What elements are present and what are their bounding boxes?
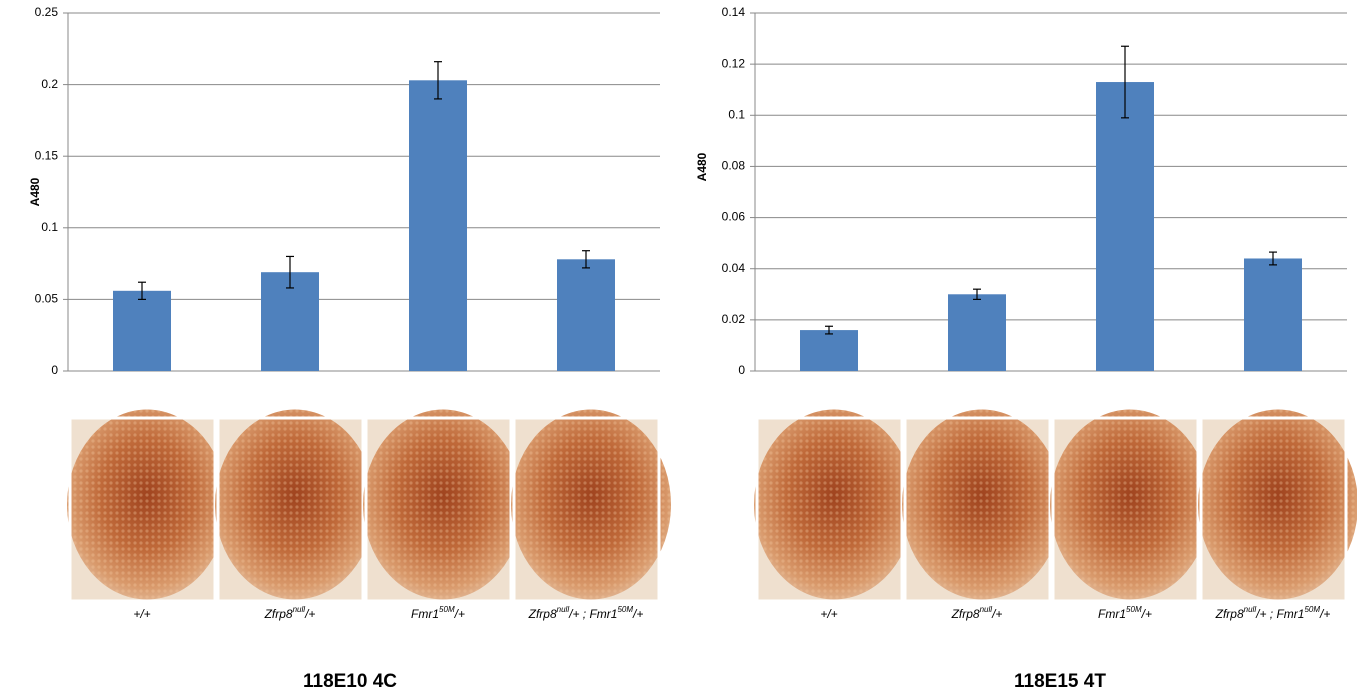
label-superscript: null <box>1244 605 1257 614</box>
label-text: /+ <box>632 607 643 621</box>
eye-facets <box>1198 410 1357 600</box>
x-tick-label: Zfrp8null/+ <box>951 605 1003 621</box>
label-text: Fmr1 <box>411 607 439 621</box>
label-text: Zfrp8 <box>528 607 557 621</box>
bar <box>948 294 1006 371</box>
label-text: /+ <box>991 607 1002 621</box>
y-tick-label: 0.02 <box>722 312 746 326</box>
label-text: Zfrp8 <box>264 607 293 621</box>
eye-facets <box>363 410 523 600</box>
label-superscript: null <box>980 605 993 614</box>
x-tick-label: Fmr150M/+ <box>411 605 465 621</box>
figure: 00.050.10.150.20.25A480+/+Zfrp8null/+Fmr… <box>0 0 1357 696</box>
eye-facets <box>67 410 227 600</box>
bar <box>1096 82 1154 371</box>
y-tick-label: 0.04 <box>722 261 746 275</box>
label-text: Fmr1 <box>1098 607 1126 621</box>
eye-facets <box>511 410 671 600</box>
x-tick-label: Zfrp8null/+ ; Fmr150M/+ <box>528 605 644 621</box>
bar <box>113 291 171 371</box>
label-superscript: null <box>557 605 570 614</box>
y-tick-label: 0.06 <box>722 210 746 224</box>
y-axis-label: A480 <box>28 177 42 206</box>
eye-facets <box>754 410 914 600</box>
label-text: /+ ; Fmr1 <box>1255 607 1304 621</box>
chart-title: 118E10 4C <box>303 671 397 692</box>
label-text: +/+ <box>820 607 837 621</box>
eye-facets <box>1050 410 1210 600</box>
label-text: Zfrp8 <box>951 607 980 621</box>
label-text: /+ <box>1141 607 1152 621</box>
label-text: /+ ; Fmr1 <box>568 607 617 621</box>
y-tick-label: 0 <box>738 363 745 377</box>
label-superscript: 50M <box>1126 605 1142 614</box>
bar <box>557 259 615 371</box>
x-tick-label: Zfrp8null/+ ; Fmr150M/+ <box>1215 605 1331 621</box>
bar <box>409 80 467 371</box>
y-tick-label: 0.1 <box>41 220 58 234</box>
y-tick-label: 0.14 <box>722 5 746 19</box>
label-superscript: 50M <box>1304 605 1320 614</box>
label-text: /+ <box>304 607 315 621</box>
bar <box>800 330 858 371</box>
y-tick-label: 0.15 <box>35 148 59 162</box>
y-tick-label: 0.25 <box>35 5 59 19</box>
label-superscript: 50M <box>439 605 455 614</box>
y-tick-label: 0.12 <box>722 56 746 70</box>
label-superscript: null <box>293 605 306 614</box>
y-tick-label: 0.1 <box>728 107 745 121</box>
label-superscript: 50M <box>617 605 633 614</box>
x-tick-label: Fmr150M/+ <box>1098 605 1152 621</box>
eye-facets <box>902 410 1062 600</box>
eye-facets <box>215 410 375 600</box>
x-tick-label: +/+ <box>133 607 150 621</box>
label-text: Zfrp8 <box>1215 607 1244 621</box>
label-text: /+ <box>1319 607 1330 621</box>
y-tick-label: 0.2 <box>41 77 58 91</box>
chart-title: 118E15 4T <box>1014 671 1106 692</box>
x-tick-label: +/+ <box>820 607 837 621</box>
bar <box>1244 258 1302 371</box>
label-text: +/+ <box>133 607 150 621</box>
y-axis-label: A480 <box>695 152 709 181</box>
y-tick-label: 0.05 <box>35 292 59 306</box>
label-text: /+ <box>454 607 465 621</box>
y-tick-label: 0 <box>51 363 58 377</box>
x-tick-label: Zfrp8null/+ <box>264 605 316 621</box>
y-tick-label: 0.08 <box>722 159 746 173</box>
